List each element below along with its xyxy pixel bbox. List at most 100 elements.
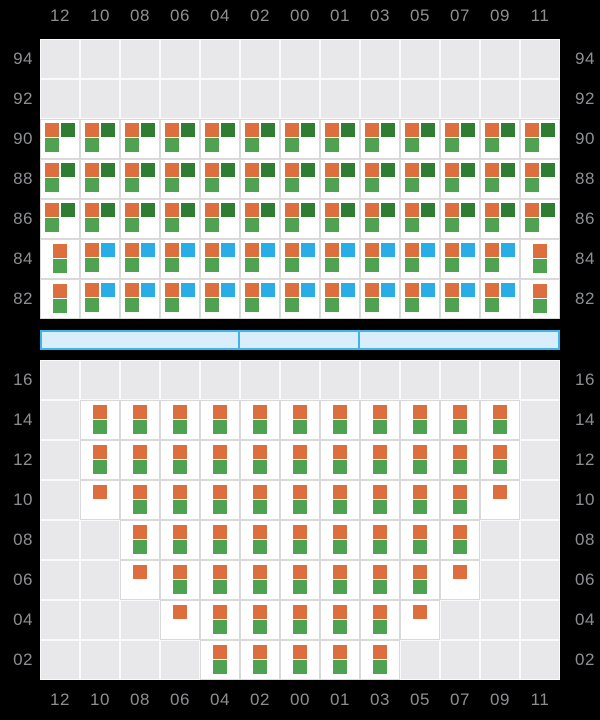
grid-cell[interactable]: [160, 119, 200, 159]
grid-cell[interactable]: [400, 239, 440, 279]
grid-cell[interactable]: [320, 560, 360, 600]
grid-cell[interactable]: [280, 119, 320, 159]
grid-cell[interactable]: [280, 159, 320, 199]
grid-cell[interactable]: [280, 199, 320, 239]
grid-cell[interactable]: [120, 159, 160, 199]
grid-cell[interactable]: [280, 279, 320, 319]
grid-cell[interactable]: [440, 400, 480, 440]
grid-cell[interactable]: [200, 199, 240, 239]
grid-cell[interactable]: [200, 279, 240, 319]
grid-cell[interactable]: [160, 199, 200, 239]
grid-cell[interactable]: [240, 239, 280, 279]
grid-cell[interactable]: [480, 119, 520, 159]
grid-cell[interactable]: [440, 239, 480, 279]
grid-cell[interactable]: [40, 119, 80, 159]
grid-cell[interactable]: [280, 560, 320, 600]
grid-cell[interactable]: [320, 279, 360, 319]
grid-cell[interactable]: [240, 199, 280, 239]
grid-cell[interactable]: [360, 600, 400, 640]
grid-cell[interactable]: [360, 239, 400, 279]
grid-cell[interactable]: [280, 239, 320, 279]
grid-cell[interactable]: [480, 400, 520, 440]
grid-cell[interactable]: [240, 520, 280, 560]
grid-cell[interactable]: [480, 159, 520, 199]
grid-cell[interactable]: [240, 640, 280, 680]
grid-cell[interactable]: [280, 520, 320, 560]
grid-cell[interactable]: [440, 520, 480, 560]
divider-bar-segment[interactable]: [40, 330, 240, 350]
grid-cell[interactable]: [400, 159, 440, 199]
grid-cell[interactable]: [400, 480, 440, 520]
grid-cell[interactable]: [480, 279, 520, 319]
divider-bar-segment[interactable]: [238, 330, 360, 350]
divider-bar-segment[interactable]: [358, 330, 560, 350]
grid-cell[interactable]: [440, 480, 480, 520]
grid-cell[interactable]: [280, 480, 320, 520]
grid-cell[interactable]: [400, 279, 440, 319]
grid-cell[interactable]: [280, 400, 320, 440]
grid-cell[interactable]: [160, 480, 200, 520]
grid-cell[interactable]: [400, 440, 440, 480]
grid-cell[interactable]: [160, 520, 200, 560]
grid-cell[interactable]: [440, 440, 480, 480]
grid-cell[interactable]: [160, 239, 200, 279]
grid-cell[interactable]: [360, 199, 400, 239]
grid-cell[interactable]: [360, 480, 400, 520]
grid-cell[interactable]: [160, 279, 200, 319]
grid-cell[interactable]: [40, 199, 80, 239]
grid-cell[interactable]: [240, 480, 280, 520]
grid-cell[interactable]: [400, 520, 440, 560]
grid-cell[interactable]: [320, 520, 360, 560]
grid-cell[interactable]: [120, 520, 160, 560]
grid-cell[interactable]: [240, 440, 280, 480]
grid-cell[interactable]: [200, 440, 240, 480]
grid-cell[interactable]: [480, 199, 520, 239]
grid-cell[interactable]: [200, 520, 240, 560]
grid-cell[interactable]: [360, 640, 400, 680]
grid-cell[interactable]: [400, 119, 440, 159]
grid-cell[interactable]: [80, 239, 120, 279]
grid-cell[interactable]: [160, 400, 200, 440]
grid-cell[interactable]: [360, 400, 400, 440]
grid-cell[interactable]: [480, 480, 520, 520]
grid-cell[interactable]: [80, 400, 120, 440]
grid-cell[interactable]: [40, 279, 80, 319]
grid-cell[interactable]: [200, 480, 240, 520]
grid-cell[interactable]: [520, 159, 560, 199]
grid-cell[interactable]: [120, 440, 160, 480]
grid-cell[interactable]: [40, 159, 80, 199]
grid-cell[interactable]: [520, 119, 560, 159]
grid-cell[interactable]: [80, 480, 120, 520]
grid-cell[interactable]: [80, 440, 120, 480]
grid-cell[interactable]: [120, 119, 160, 159]
grid-cell[interactable]: [320, 159, 360, 199]
grid-cell[interactable]: [360, 159, 400, 199]
grid-cell[interactable]: [240, 600, 280, 640]
grid-cell[interactable]: [80, 279, 120, 319]
grid-cell[interactable]: [160, 159, 200, 199]
grid-cell[interactable]: [480, 440, 520, 480]
grid-cell[interactable]: [120, 199, 160, 239]
grid-cell[interactable]: [200, 560, 240, 600]
grid-cell[interactable]: [240, 119, 280, 159]
grid-cell[interactable]: [520, 279, 560, 319]
grid-cell[interactable]: [320, 199, 360, 239]
grid-cell[interactable]: [240, 400, 280, 440]
grid-cell[interactable]: [320, 600, 360, 640]
grid-cell[interactable]: [160, 560, 200, 600]
grid-cell[interactable]: [280, 640, 320, 680]
grid-cell[interactable]: [320, 480, 360, 520]
grid-cell[interactable]: [280, 600, 320, 640]
grid-cell[interactable]: [80, 119, 120, 159]
grid-cell[interactable]: [360, 520, 400, 560]
grid-cell[interactable]: [200, 640, 240, 680]
grid-cell[interactable]: [400, 199, 440, 239]
grid-cell[interactable]: [320, 640, 360, 680]
grid-cell[interactable]: [320, 440, 360, 480]
grid-cell[interactable]: [400, 560, 440, 600]
grid-cell[interactable]: [320, 400, 360, 440]
grid-cell[interactable]: [320, 239, 360, 279]
grid-cell[interactable]: [480, 239, 520, 279]
grid-cell[interactable]: [400, 600, 440, 640]
grid-cell[interactable]: [360, 560, 400, 600]
